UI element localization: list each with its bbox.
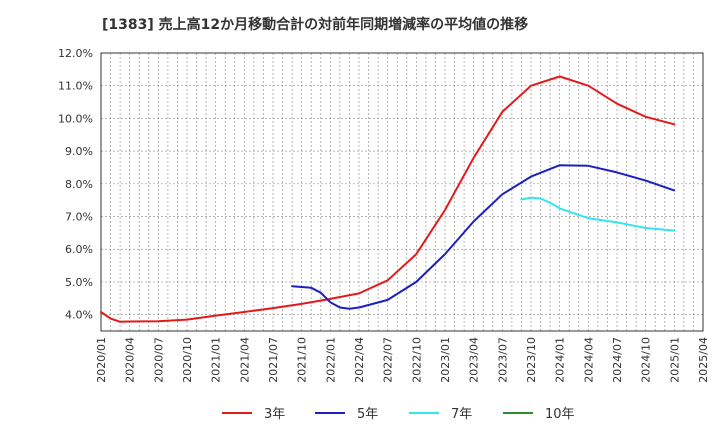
x-tick-label: 2020/07 [152, 337, 165, 383]
legend-label-4: 10年 [545, 407, 575, 422]
x-tick-label: 2022/04 [353, 337, 366, 383]
x-tick-label: 2023/01 [439, 337, 452, 383]
x-tick-label: 2021/01 [210, 337, 223, 383]
x-tick-label: 2023/10 [525, 337, 538, 383]
legend-label-3: 7年 [451, 407, 472, 422]
series-line-3 [520, 196, 676, 232]
y-tick-label: 6.0% [65, 243, 93, 256]
y-tick-label: 7.0% [65, 211, 93, 224]
chart-title: [1383] 売上高12か月移動合計の対前年同期増減率の平均値の推移 [102, 17, 529, 33]
x-tick-label: 2020/01 [95, 337, 108, 383]
y-tick-label: 11.0% [58, 80, 93, 93]
x-tick-label: 2024/10 [640, 337, 653, 383]
y-tick-label: 5.0% [65, 276, 93, 289]
x-tick-label: 2024/04 [582, 337, 595, 383]
legend-label-2: 5年 [357, 407, 378, 422]
y-tick-label: 10.0% [58, 112, 93, 125]
x-tick-label: 2022/01 [324, 337, 337, 383]
x-tick-label: 2024/07 [611, 337, 624, 383]
y-tick-label: 12.0% [58, 47, 93, 60]
x-tick-label: 2025/04 [697, 337, 710, 383]
x-tick-label: 2020/10 [181, 337, 194, 383]
x-tick-label: 2022/07 [382, 337, 395, 383]
plot-border [100, 52, 704, 332]
x-tick-label: 2023/04 [468, 337, 481, 383]
x-tick-label: 2021/10 [296, 337, 309, 383]
legend-label-1: 3年 [264, 407, 285, 422]
x-tick-label: 2020/04 [124, 337, 137, 383]
series-line-2 [291, 164, 676, 310]
y-tick-label: 8.0% [65, 178, 93, 191]
x-tick-label: 2023/07 [496, 337, 509, 383]
series-line-1 [100, 75, 676, 323]
x-tick-label: 2025/01 [668, 337, 681, 383]
x-tick-label: 2021/07 [267, 337, 280, 383]
x-tick-label: 2022/10 [410, 337, 423, 383]
x-tick-label: 2021/04 [238, 337, 251, 383]
y-tick-label: 4.0% [65, 309, 93, 322]
plot-area [101, 53, 703, 331]
y-tick-label: 9.0% [65, 145, 93, 158]
x-tick-label: 2024/01 [554, 337, 567, 383]
